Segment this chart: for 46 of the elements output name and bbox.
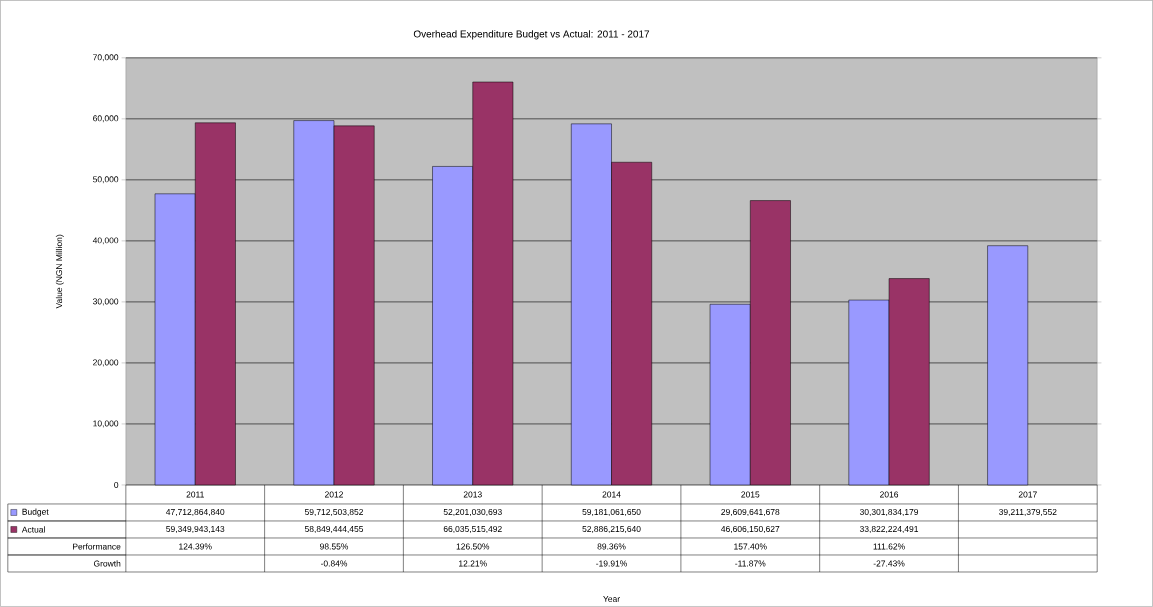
text: -19.91% <box>596 560 627 567</box>
y-tick-label: 20,000 <box>93 359 119 367</box>
text: 98.55% <box>320 543 349 550</box>
text: 59,181,061,650 <box>582 509 641 517</box>
x-tick-label: 2016 <box>880 491 899 498</box>
x-tick-label: 2015 <box>741 491 760 498</box>
x-tick-label: 2017 <box>1018 491 1037 498</box>
x-tick-label: 2011 <box>186 491 204 498</box>
text: 12.21% <box>459 560 487 567</box>
text: 39,211,379,552 <box>999 509 1057 517</box>
x-tick-label: 2012 <box>325 491 343 498</box>
y-tick-label: 60,000 <box>93 115 119 123</box>
y-tick-label: 30,000 <box>92 298 119 306</box>
legend-label: Budget <box>22 508 49 517</box>
legend-label: Actual <box>21 526 45 533</box>
y-tick-label: 50,000 <box>93 176 119 184</box>
x-tick-label: 2014 <box>602 491 621 498</box>
text: 46,606,150,627 <box>721 526 780 534</box>
text: 89.36% <box>597 543 626 550</box>
text: 66,035,515,492 <box>443 526 502 534</box>
y-tick-label: 40,000 <box>92 237 119 245</box>
text: Growth <box>93 560 121 567</box>
y-axis-title: Value (NGN Million) <box>55 234 64 309</box>
y-tick-label: 10,000 <box>93 420 119 428</box>
text: -27.43% <box>873 560 905 567</box>
text: 126.50% <box>456 543 490 550</box>
text: 124.39% <box>179 543 212 550</box>
text: 58,849,444,455 <box>304 526 364 534</box>
text: -0.84% <box>320 560 348 567</box>
text: 59,712,503,852 <box>304 509 364 517</box>
text: 111.62% <box>873 543 905 550</box>
text: -11.87% <box>735 560 766 567</box>
text: 30,301,834,179 <box>859 509 919 517</box>
text: Year <box>603 596 620 603</box>
text: 29,609,641,678 <box>721 509 780 517</box>
text: 59,349,943,143 <box>166 526 225 534</box>
text: 157.40% <box>734 543 767 550</box>
chart-title: Overhead Expenditure Budget vs Actual: 2011 - 2017 <box>413 30 650 40</box>
text: Performance <box>73 543 121 550</box>
text: 33,822,224,491 <box>859 526 919 534</box>
text: 52,201,030,693 <box>443 509 502 517</box>
x-tick-label: 2013 <box>463 491 482 498</box>
y-tick-label: 0 <box>114 482 119 489</box>
text: 52,886,215,640 <box>582 526 641 534</box>
text: 47,712,864,840 <box>165 509 225 517</box>
y-tick-label: 70,000 <box>93 54 119 62</box>
